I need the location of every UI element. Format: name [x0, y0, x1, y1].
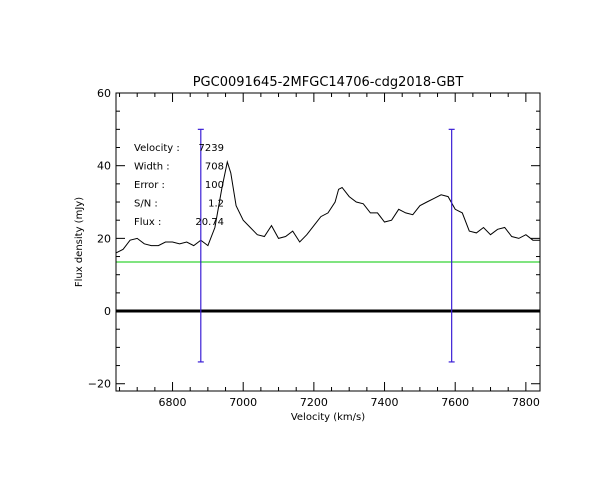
annotation-row: S/N : 1.2 [134, 199, 224, 210]
x-tick-label: 7600 [441, 396, 469, 409]
velocity-marker [197, 128, 204, 363]
annotation-row: Velocity : 7239 [134, 143, 224, 154]
plot-area [115, 128, 540, 363]
x-tick-label: 7400 [371, 396, 399, 409]
annotation-row: Flux : 20.74 [134, 217, 224, 228]
chart-title: PGC0091645-2MFGC14706-cdg2018-GBT [193, 75, 464, 90]
annotation-label: Velocity : [134, 143, 180, 154]
annotation-row: Error : 100 [134, 180, 224, 191]
annotation-value: 20.74 [195, 217, 224, 228]
y-tick-label: 0 [104, 305, 111, 318]
x-tick-label: 6800 [159, 396, 187, 409]
x-tick-label: 7200 [300, 396, 328, 409]
x-tick-label: 7000 [229, 396, 257, 409]
annotation-value: 1.2 [208, 199, 224, 210]
annotation-row: Width : 708 [134, 162, 224, 173]
x-axis-label: Velocity (km/s) [291, 412, 365, 423]
plot-frame [115, 92, 541, 392]
x-tick-label: 7800 [512, 396, 540, 409]
y-tick-label: 60 [97, 87, 111, 100]
annotation-value: 7239 [199, 143, 224, 154]
annotation-value: 100 [205, 180, 224, 191]
annotation-label: S/N : [134, 199, 158, 210]
y-axis-label: Flux density (mJy) [74, 197, 85, 287]
measurement-annotations: Velocity : 7239 Width : 708 Error : 100 S/N : 1… [134, 143, 224, 228]
velocity-marker [448, 128, 455, 363]
annotation-value: 708 [205, 162, 224, 173]
y-tick-label: −20 [88, 378, 111, 391]
annotation-label: Error : [134, 180, 165, 191]
annotation-label: Width : [134, 162, 170, 173]
spectrum-line [115, 160, 540, 254]
axis-ticks: 6800 7000 7200 7400 7600 7800 −20 0 20 40 60 [88, 87, 540, 409]
annotation-label: Flux : [134, 217, 161, 228]
y-tick-label: 20 [97, 232, 111, 245]
y-tick-label: 40 [97, 160, 111, 173]
